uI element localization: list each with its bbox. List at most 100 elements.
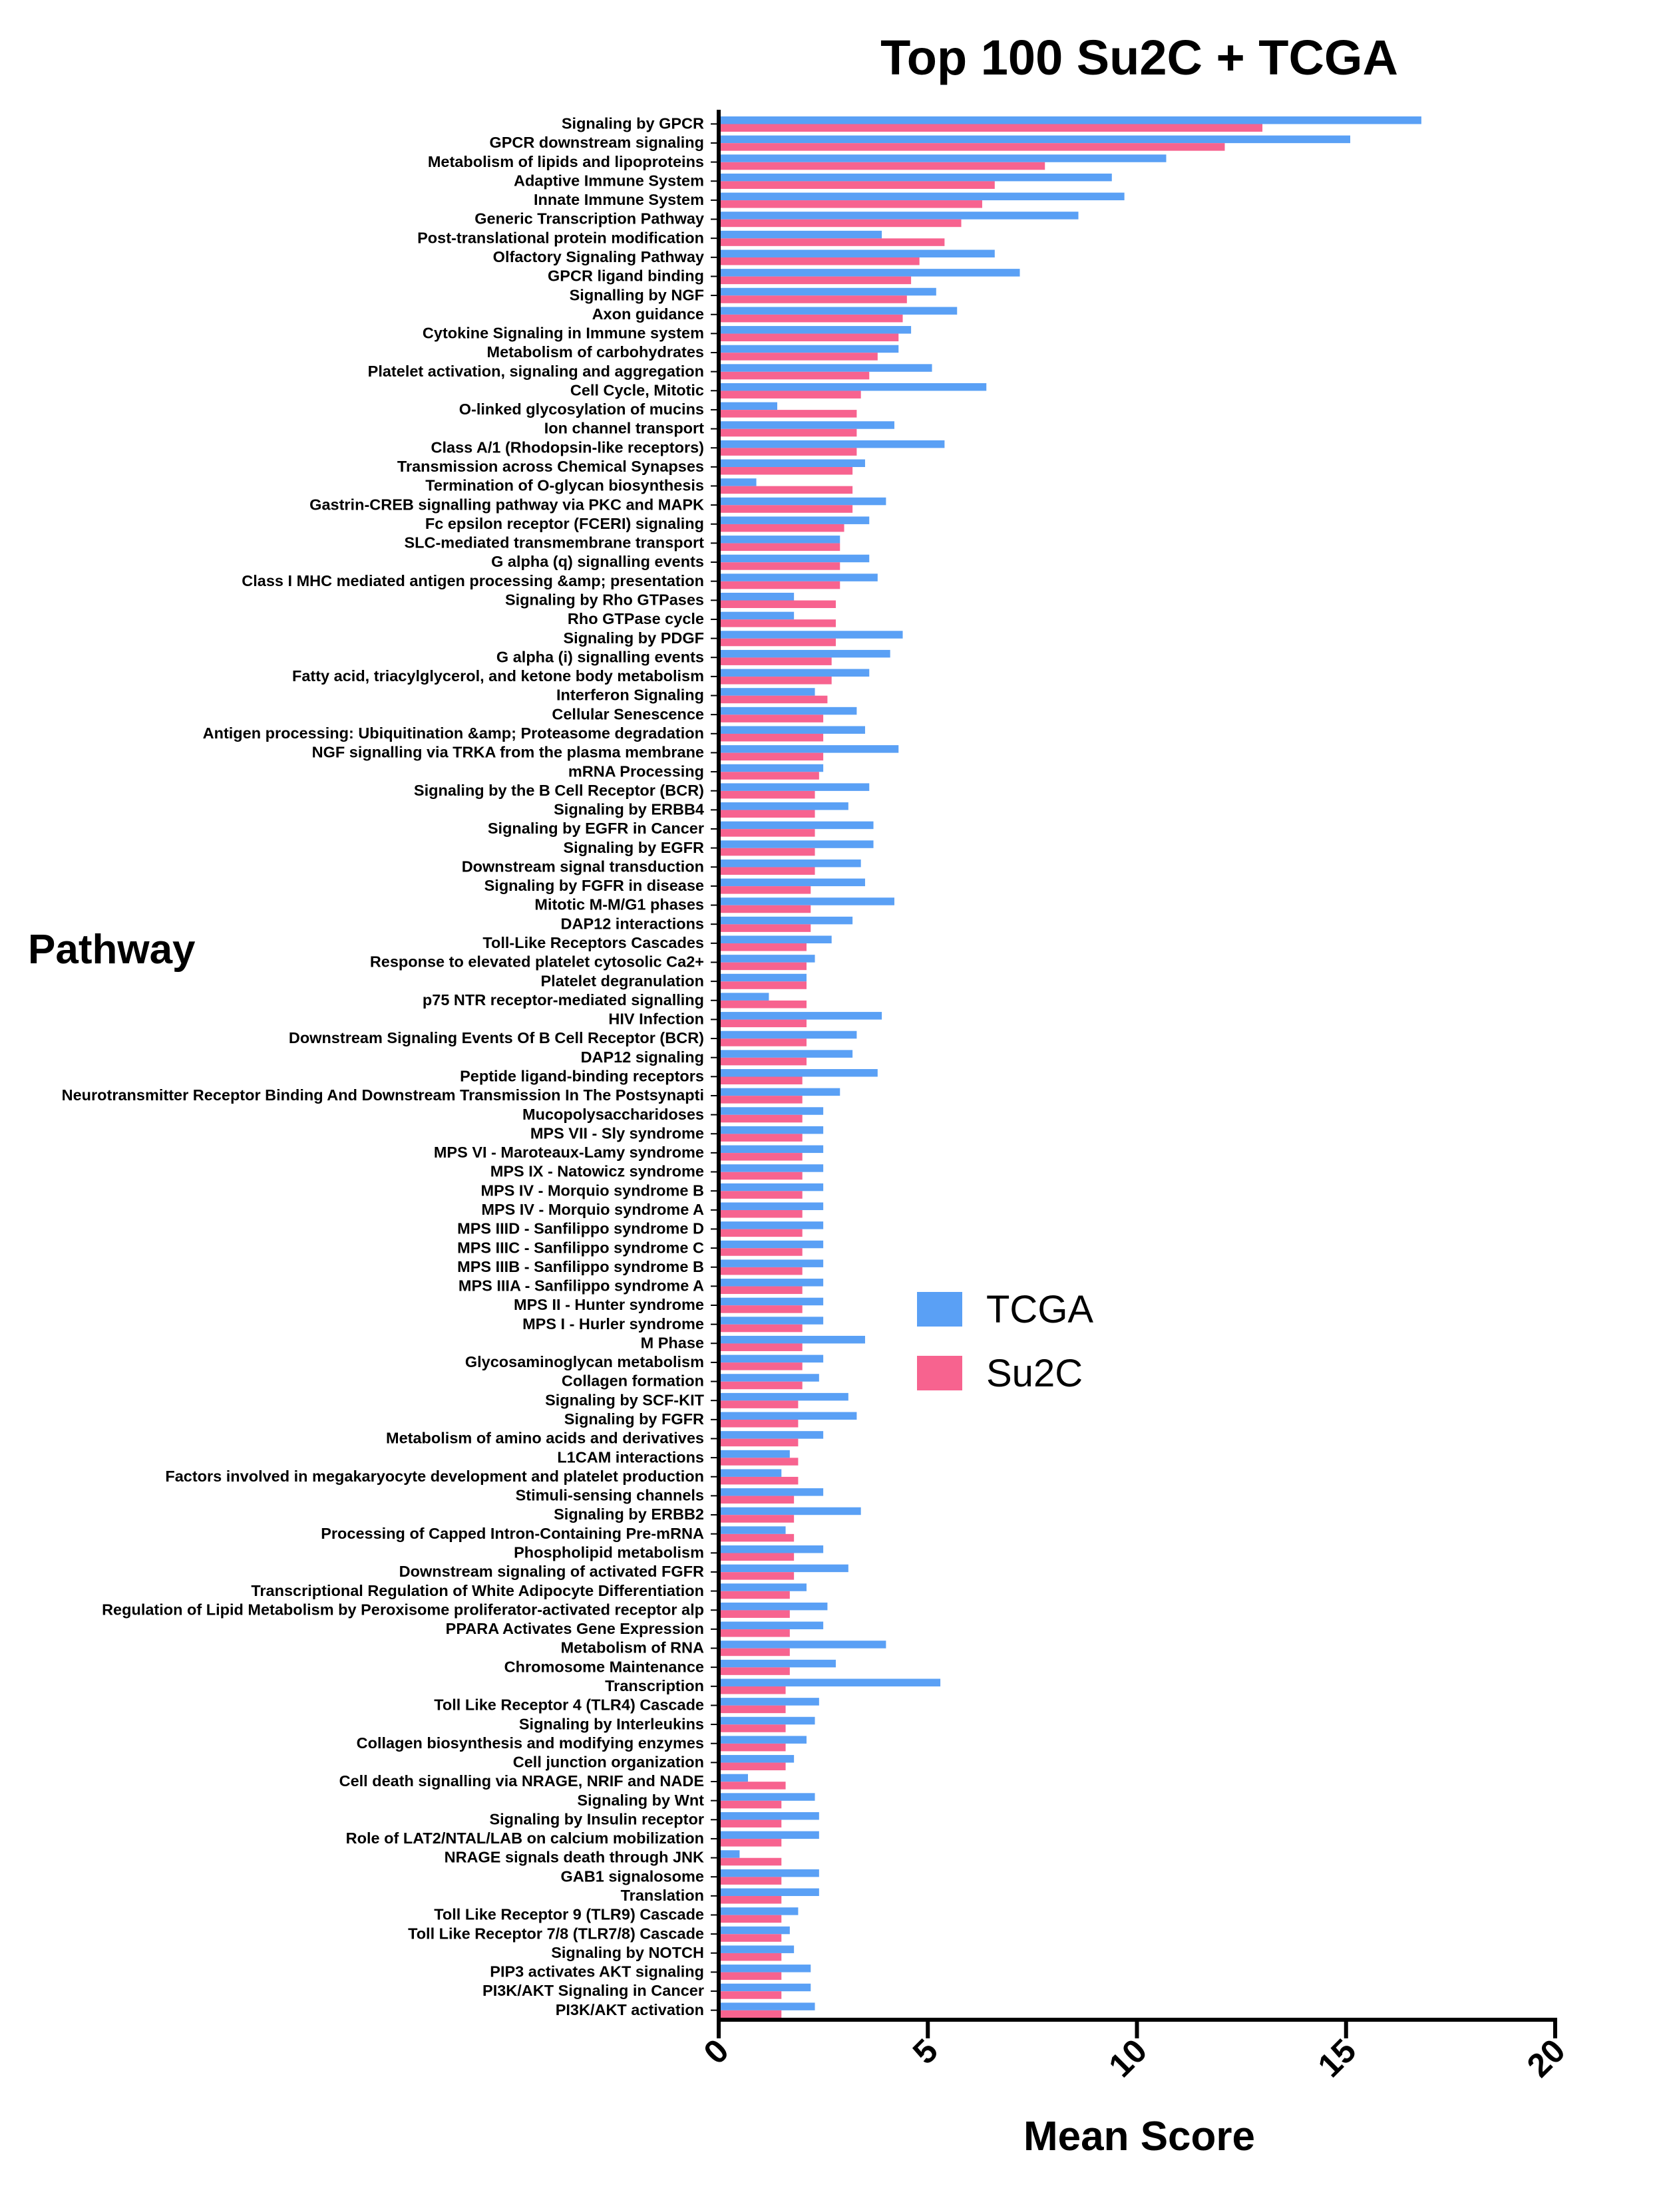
category-label: Metabolism of amino acids and derivative… <box>386 1430 704 1447</box>
bar-su2c <box>719 772 819 780</box>
x-axis-title: Mean Score <box>1023 2114 1255 2159</box>
category-label: Cytokine Signaling in Immune system <box>423 325 704 342</box>
bar-su2c <box>719 1000 807 1009</box>
category-label: DAP12 interactions <box>561 915 704 932</box>
bar-tcga <box>719 1317 824 1325</box>
bar-su2c <box>719 1533 795 1542</box>
category-label: Signaling by EGFR in Cancer <box>488 820 704 837</box>
category-label: Class A/1 (Rhodopsin-like receptors) <box>431 438 704 456</box>
bar-tcga <box>719 1488 824 1496</box>
bar-su2c <box>719 1153 803 1161</box>
bar-su2c <box>719 886 811 894</box>
category-label: Processing of Capped Intron-Containing P… <box>321 1525 704 1542</box>
bar-su2c <box>719 391 861 398</box>
category-label: Translation <box>621 1887 704 1904</box>
bar-su2c <box>719 1724 786 1732</box>
bar-su2c <box>719 1782 786 1790</box>
bar-tcga <box>719 745 899 753</box>
bar-tcga <box>719 821 874 830</box>
bar-tcga <box>719 116 1421 124</box>
bar-su2c <box>719 1915 782 1923</box>
category-label: PIP3 activates AKT signaling <box>490 1963 704 1980</box>
bar-tcga <box>719 536 840 544</box>
bar-su2c <box>719 371 870 380</box>
bar-su2c <box>719 1267 803 1275</box>
bar-su2c <box>719 962 807 971</box>
bar-tcga <box>719 554 870 563</box>
category-label: Downstream Signaling Events Of B Cell Re… <box>289 1029 704 1046</box>
bar-su2c <box>719 1972 782 1980</box>
category-label: Class I MHC mediated antigen processing … <box>242 572 704 589</box>
category-label: Glycosaminoglycan metabolism <box>465 1353 704 1370</box>
bar-tcga <box>719 154 1167 162</box>
bar-tcga <box>719 1392 848 1401</box>
bar-tcga <box>719 478 757 486</box>
bar-tcga <box>719 878 865 887</box>
bar-tcga <box>719 859 861 868</box>
bar-tcga <box>719 1869 819 1877</box>
bar-su2c <box>719 1172 803 1180</box>
bar-tcga <box>719 345 899 353</box>
bar-su2c <box>719 1076 803 1084</box>
bar-su2c <box>719 1629 790 1637</box>
category-label: G alpha (q) signalling events <box>491 553 704 570</box>
bar-tcga <box>719 1183 824 1191</box>
category-label: MPS IIIB - Sanfilippo syndrome B <box>457 1258 704 1275</box>
bar-tcga <box>719 1374 819 1382</box>
bar-tcga <box>719 383 987 391</box>
bar-tcga <box>719 573 878 581</box>
bar-tcga <box>719 421 894 429</box>
category-label: MPS IV - Morquio syndrome B <box>480 1182 704 1199</box>
category-label: Signaling by PDGF <box>563 629 704 647</box>
category-label: GAB1 signalosome <box>561 1867 704 1885</box>
bar-su2c <box>719 1667 790 1675</box>
category-label: Cell death signalling via NRAGE, NRIF an… <box>339 1772 704 1790</box>
bar-tcga <box>719 1698 819 1706</box>
bar-su2c <box>719 295 907 303</box>
category-label: MPS I - Hurler syndrome <box>522 1315 704 1333</box>
bar-tcga <box>719 1412 857 1420</box>
x-tick-label: 10 <box>1101 2032 1154 2084</box>
bar-su2c <box>719 1057 807 1066</box>
bar-su2c <box>719 829 815 837</box>
bar-tcga <box>719 230 882 239</box>
bar-su2c <box>719 1458 799 1466</box>
bar-su2c <box>719 505 853 513</box>
category-label: O-linked glycosylation of mucins <box>459 400 704 418</box>
category-label: Chromosome Maintenance <box>504 1658 704 1675</box>
category-label: Cell Cycle, Mitotic <box>570 381 704 398</box>
category-label: Metabolism of carbohydrates <box>487 343 704 361</box>
bar-su2c <box>719 353 878 361</box>
bar-tcga <box>719 516 870 524</box>
category-label: Fc epsilon receptor (FCERI) signaling <box>425 515 704 532</box>
category-label: Downstream signal transduction <box>462 858 704 875</box>
bar-tcga <box>719 688 815 696</box>
bar-tcga <box>719 955 815 963</box>
category-label: MPS IIID - Sanfilippo syndrome D <box>457 1220 704 1237</box>
bar-tcga <box>719 802 848 810</box>
bar-su2c <box>719 124 1263 132</box>
bar-tcga <box>719 1812 819 1820</box>
bar-su2c <box>719 1705 786 1714</box>
bar-tcga <box>719 1659 836 1668</box>
bar-su2c <box>719 276 912 285</box>
bar-su2c <box>719 733 824 742</box>
legend-swatch-tcga <box>917 1292 962 1327</box>
bar-tcga <box>719 173 1112 182</box>
category-label: Platelet degranulation <box>541 972 705 989</box>
bar-tcga <box>719 1202 824 1210</box>
bar-tcga <box>719 593 795 601</box>
category-label: Signaling by GPCR <box>562 115 704 132</box>
category-label: Antigen processing: Ubiquitination &amp;… <box>203 724 704 742</box>
chart-title: Top 100 Su2C + TCGA <box>880 30 1398 85</box>
category-label: Transcription <box>605 1677 704 1694</box>
bar-su2c <box>719 695 828 704</box>
bar-tcga <box>719 1716 815 1725</box>
category-label: Cell junction organization <box>513 1754 704 1771</box>
bar-su2c <box>719 1610 790 1618</box>
bar-tcga <box>719 1126 824 1134</box>
category-label: SLC-mediated transmembrane transport <box>404 534 704 552</box>
bar-tcga <box>719 1069 878 1077</box>
category-label: HIV Infection <box>608 1011 704 1028</box>
